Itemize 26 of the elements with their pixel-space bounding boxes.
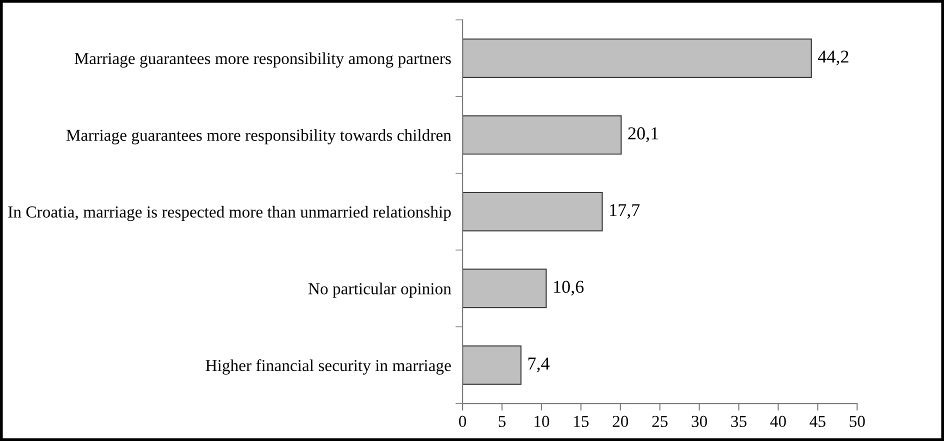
x-tick-label: 15 (574, 416, 589, 428)
x-tick-label: 30 (692, 416, 708, 428)
y-tick-label: In Croatia, marriage is respected more than unmarried relationship (8, 206, 451, 222)
y-tick-label: Higher financial security in marriage (206, 359, 451, 375)
bar (462, 192, 603, 232)
data-label: 10,6 (554, 280, 584, 296)
x-tick-label: 40 (770, 416, 786, 428)
bar (462, 115, 622, 155)
data-label: 20,1 (628, 127, 658, 142)
y-tick-label: No particular opinion (308, 282, 452, 298)
x-tick-label: 45 (810, 416, 826, 428)
data-label: 17,7 (610, 204, 640, 219)
bar (462, 268, 547, 308)
x-tick-label: 35 (731, 416, 746, 428)
x-tick-label: 25 (652, 416, 668, 428)
x-tick-label: 20 (612, 416, 628, 428)
bar (462, 345, 522, 385)
y-tick-label: Marriage guarantees more responsibility among partners (74, 52, 451, 68)
data-label: 7,4 (528, 358, 550, 372)
bar (462, 38, 812, 78)
x-tick-label: 5 (498, 416, 506, 428)
y-tick-label: Marriage guarantees more responsibility towards children (66, 129, 452, 144)
x-tick-label: 10 (534, 416, 550, 428)
data-label: 44,2 (818, 50, 848, 66)
x-tick-label: 50 (850, 416, 865, 428)
x-tick-label: 0 (459, 416, 466, 428)
